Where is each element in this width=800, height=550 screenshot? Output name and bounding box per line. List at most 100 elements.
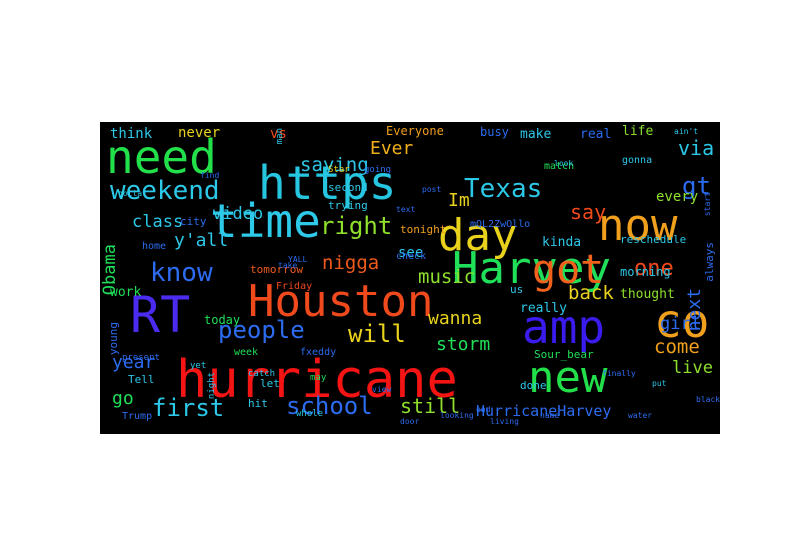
word-whole: whole [296,409,324,419]
word-im: Im [448,190,470,211]
word-gotta: gotta [118,189,143,198]
word-nigga: nigga [322,252,380,274]
word-houston: Houston [248,276,434,327]
word-storm: storm [436,334,491,355]
word-thought: thought [620,287,675,302]
word-saying: saying [300,154,369,176]
word-school: school [286,392,373,420]
word-really: really [520,301,567,316]
word-right: right [320,212,393,240]
word-texas: Texas [464,174,543,204]
word-go: go [112,388,134,409]
word-cloud: Houston hurricane Harvey https need time day no… [100,122,720,434]
word-say: say [570,200,607,224]
word-wanna: wanna [428,308,483,329]
word-may: may [310,373,327,383]
word-every: every [656,189,699,205]
word-home: home [142,241,167,252]
word-new: new [528,352,608,403]
word-year: year [112,352,156,373]
word-trying: trying [328,199,368,212]
word-co: co [654,294,710,348]
word-mql2zwollo: mQL2ZwOllo [470,219,531,230]
word-now: now [598,200,678,251]
word-looking: looking [440,411,474,420]
word-first: first [152,394,225,422]
word-work: work [110,285,142,300]
word-check: check [396,251,427,262]
word-y-all: y'all [174,230,229,251]
word-ever: Ever [370,138,414,159]
word-present: present [122,353,160,363]
word-next: next [684,288,705,332]
word-people: people [218,316,305,344]
word-girl: girl [660,314,701,334]
word-yall: YALL [288,255,308,264]
word-hurricane: hurricane [176,350,458,410]
word-video: video [212,204,264,224]
word-city: city [180,215,207,228]
word-weekend: weekend [110,176,220,206]
word-reschedule: reschedule [620,233,687,246]
word-time: time [210,194,321,248]
word-got: got [532,247,605,293]
word-harvey: Harvey [452,243,611,294]
word-sour-bear: Sour_bear [534,348,594,361]
word-done: done [520,379,547,392]
word-one: one [634,256,674,281]
word-day: day [438,210,518,261]
word-hit: hit [248,397,268,410]
word-will: will [348,320,406,348]
word-start: start [703,192,712,217]
word-tomorrow: tomorrow [250,263,303,276]
word-make: make [520,127,552,142]
word-water: water [628,411,653,420]
word-man: man [275,128,285,145]
word-black: black [696,395,720,404]
word-fxeddy: fxeddy [300,347,337,358]
word-let: let [260,377,280,390]
word-name: name [540,411,560,420]
word-put: put [652,379,667,388]
word-trump: Trump [122,411,153,422]
word-going: going [364,165,392,175]
word-ain-t: ain't [674,127,699,136]
word-look: look [554,159,574,168]
word-us: us [510,283,524,296]
word-gt: gt [682,172,711,200]
word-know: know [150,258,213,288]
word-everyone: Everyone [386,124,444,138]
word-https: https [258,156,397,210]
word-back: back [568,282,614,304]
word-today: today [204,313,241,327]
word-vs: vs [270,126,287,142]
word-busy: busy [480,125,509,139]
word-kinda: kinda [542,235,582,250]
word-need: need [106,130,217,184]
word-match: match [544,161,575,172]
word-see: see [398,245,424,261]
word-still: still [400,394,461,418]
word-never: never [178,125,221,141]
word-real: real [580,127,612,142]
word-come: come [654,336,700,358]
word-amp: amp [522,300,606,354]
word-tell: Tell [128,373,155,386]
word-morning: morning [620,265,671,279]
word-star: Star [328,165,350,175]
word-week: week [234,347,259,358]
word-gonna: gonna [622,155,653,166]
word-view: view [372,385,392,394]
word-music: music [418,266,476,288]
word-class: class [132,212,184,232]
word-life: life [622,124,654,139]
word-take: take [278,261,298,270]
word-via: via [678,136,715,160]
word-catch: catch [248,369,276,379]
word-find: find [200,171,220,180]
word-friday: Friday [276,281,313,292]
word-text: text [396,205,416,214]
word-yet: yet [190,361,207,371]
word-rt: RT [130,286,191,344]
word-hurricaneharvey: HurricaneHarvey [476,402,612,420]
